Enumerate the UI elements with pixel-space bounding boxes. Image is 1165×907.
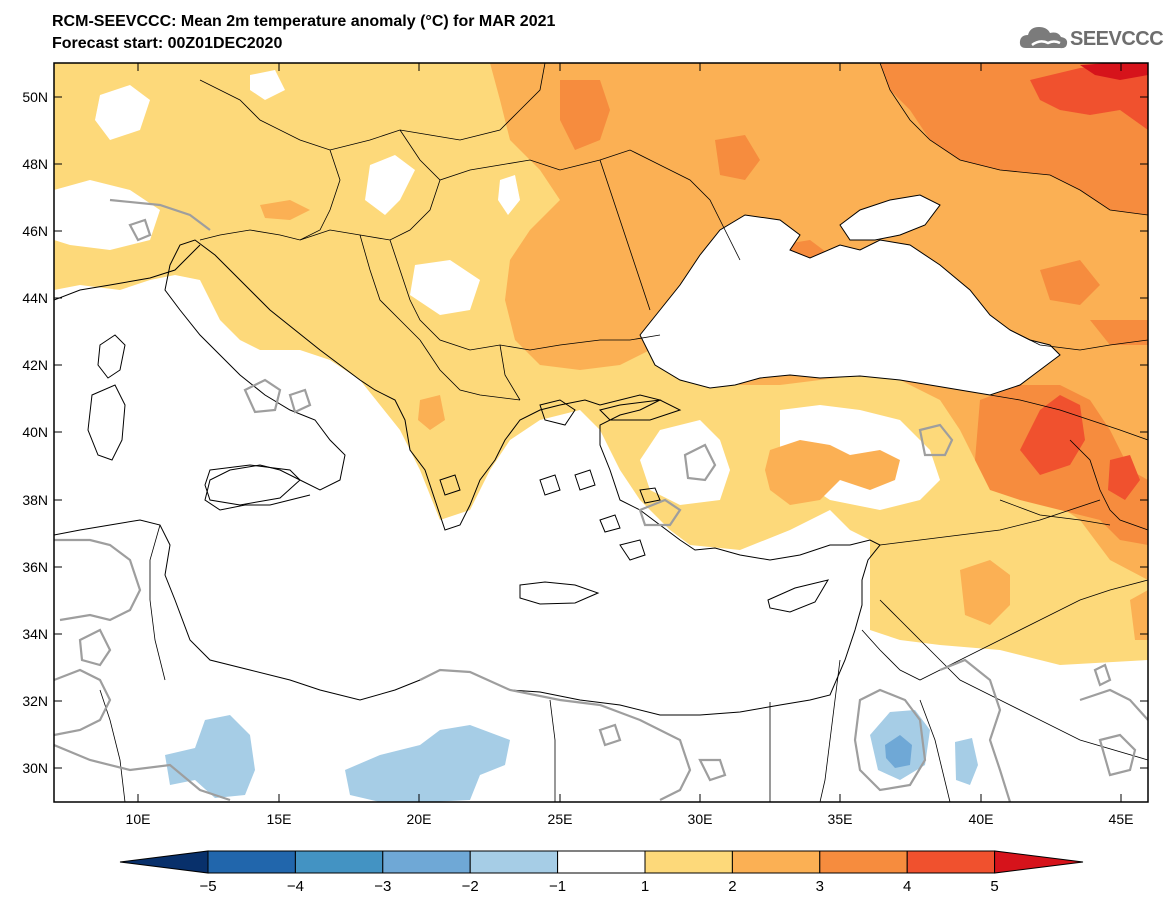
map-title: RCM-SEEVCCC: Mean 2m temperature anomaly… xyxy=(52,13,556,30)
lat-label-44n: 44N xyxy=(22,290,48,306)
lat-label-36n: 36N xyxy=(22,559,48,575)
azov-sea xyxy=(839,194,941,241)
colorbar-label: −3 xyxy=(374,878,391,895)
colorbar-bin xyxy=(207,850,296,874)
colorbar-bin xyxy=(557,850,646,874)
lat-label-42n: 42N xyxy=(22,357,48,373)
lat-label-34n: 34N xyxy=(22,626,48,642)
colorbar-label: 1 xyxy=(641,878,649,895)
longitude-labels: 10E 15E 20E 25E 30E 35E 40E 45E xyxy=(126,811,1134,827)
colorbar-bin xyxy=(644,850,733,874)
colorbar-bin xyxy=(906,850,996,874)
colorbar-label: 3 xyxy=(816,878,824,895)
colorbar xyxy=(119,850,1084,874)
seas xyxy=(639,194,1061,396)
forecast-start-subtitle: Forecast start: 00Z01DEC2020 xyxy=(52,35,283,52)
map-plot-area xyxy=(54,63,1148,802)
colorbar-label: −2 xyxy=(462,878,479,895)
longitude-axis xyxy=(137,63,1122,802)
latitude-labels: 50N 48N 46N 44N 42N 40N 38N 36N 34N 32N … xyxy=(22,89,48,776)
logo-text: SEEVCCC xyxy=(1070,28,1164,50)
anomaly-region-over-5 xyxy=(1080,63,1148,80)
colorbar-bin xyxy=(469,850,559,874)
lon-label-30e: 30E xyxy=(688,811,713,827)
lon-label-35e: 35E xyxy=(828,811,853,827)
colorbar-labels: −5 −4 −3 −2 −1 1 2 3 4 5 xyxy=(199,878,998,895)
colorbar-label: −1 xyxy=(549,878,566,895)
lon-label-20e: 20E xyxy=(407,811,432,827)
colorbar-bin xyxy=(819,850,908,874)
colorbar-label: 4 xyxy=(903,878,911,895)
lat-label-30n: 30N xyxy=(22,760,48,776)
colorbar-label: 5 xyxy=(990,878,998,895)
colorbar-low-arrow xyxy=(119,850,209,874)
anomaly-region-4-5 xyxy=(1020,65,1148,500)
lat-label-48n: 48N xyxy=(22,156,48,172)
colorbar-bin xyxy=(382,850,471,874)
colorbar-label: −5 xyxy=(199,878,216,895)
anomaly-region-minus-2-3 xyxy=(885,735,912,768)
lon-label-10e: 10E xyxy=(126,811,151,827)
seevccc-logo: SEEVCCC xyxy=(1018,22,1164,56)
zero-contours xyxy=(54,198,1148,802)
lat-label-40n: 40N xyxy=(22,424,48,440)
lon-label-15e: 15E xyxy=(267,811,292,827)
colorbar-label: −4 xyxy=(287,878,304,895)
cloud-icon xyxy=(1019,27,1068,49)
colorbar-label: 2 xyxy=(728,878,736,895)
country-borders xyxy=(99,63,1148,802)
colorbar-bin xyxy=(731,850,821,874)
lat-label-50n: 50N xyxy=(22,89,48,105)
colorbar-bin xyxy=(294,850,384,874)
lat-label-38n: 38N xyxy=(22,492,48,508)
lon-label-25e: 25E xyxy=(548,811,573,827)
latitude-axis xyxy=(54,96,1148,769)
lat-label-32n: 32N xyxy=(22,693,48,709)
colorbar-high-arrow xyxy=(994,850,1084,874)
lon-label-40e: 40E xyxy=(969,811,994,827)
lon-label-45e: 45E xyxy=(1109,811,1134,827)
lat-label-46n: 46N xyxy=(22,223,48,239)
